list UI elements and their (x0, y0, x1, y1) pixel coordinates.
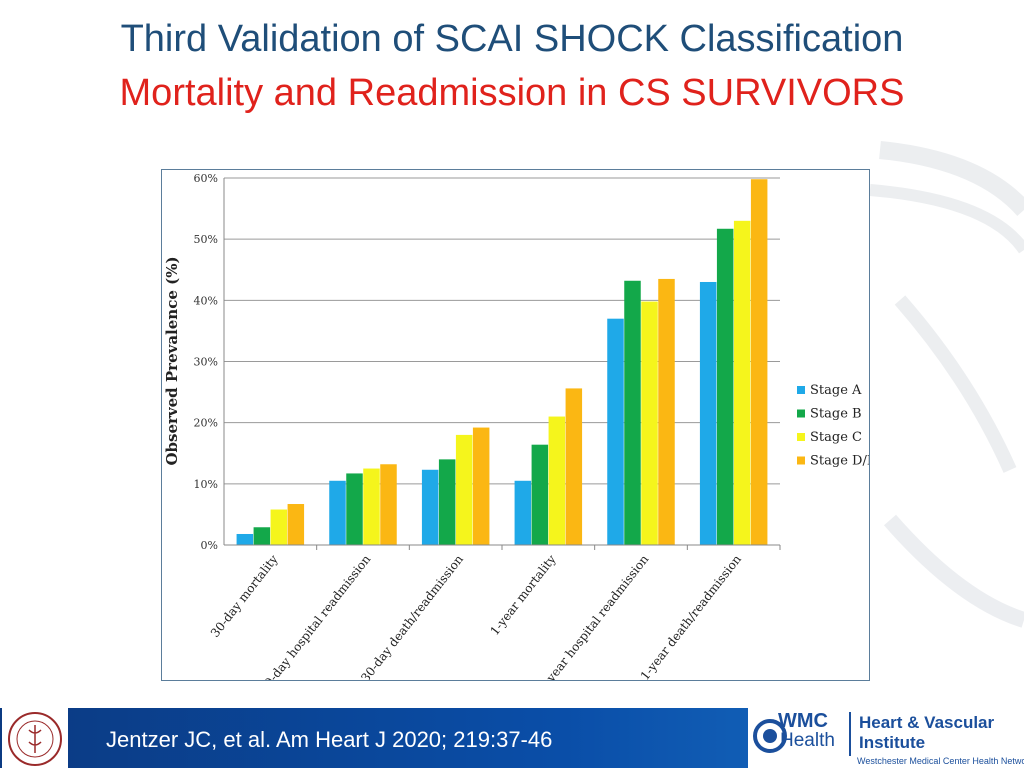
bar-stage-d-e-5 (750, 179, 768, 545)
slide-title: Third Validation of SCAI SHOCK Classific… (120, 18, 904, 60)
bar-stage-b-0 (253, 527, 271, 545)
bar-stage-c-4 (641, 301, 658, 545)
bars (236, 179, 768, 546)
y-tick-label: 40% (194, 294, 218, 307)
bar-chart: 0%10%20%30%40%50%60% 30-day mortality30-… (163, 172, 869, 680)
bar-stage-d-e-1 (380, 464, 397, 545)
bar-stage-d-e-4 (658, 278, 675, 545)
bar-stage-c-3 (548, 416, 566, 545)
y-tick-label: 0% (201, 539, 218, 552)
bar-stage-b-5 (716, 228, 734, 545)
health-logo-text: Health (780, 730, 835, 751)
x-category-label: 30-day mortality (208, 552, 281, 640)
legend-swatch (797, 456, 805, 465)
bar-stage-a-4 (607, 318, 624, 545)
x-category-label: 1-year mortality (487, 552, 558, 638)
bar-stage-a-3 (514, 480, 532, 545)
college-seal (2, 708, 68, 768)
x-category-label: 1-year death/readmission (638, 552, 745, 680)
y-tick-label: 30% (194, 356, 218, 369)
y-axis-title: Observed Prevalence (%) (163, 256, 181, 465)
bar-stage-b-2 (438, 459, 456, 545)
chart-frame: 0% 10% 20% 30% 40% 50% 60% 30-day mortality 30-… (161, 169, 870, 681)
bar-stage-b-4 (624, 280, 641, 545)
y-tick-label: 10% (194, 478, 218, 491)
bar-stage-c-2 (455, 434, 473, 545)
legend-swatch (797, 433, 805, 441)
bar-stage-a-1 (329, 480, 346, 545)
bar-stage-c-1 (363, 468, 380, 545)
citation: Jentzer JC, et al. Am Heart J 2020; 219:… (106, 727, 553, 752)
bar-stage-a-2 (421, 469, 439, 545)
legend-label: Stage A (810, 383, 862, 398)
x-category-label: 30-day hospital readmission (257, 552, 373, 680)
bar-stage-d-e-3 (565, 388, 583, 545)
bar-stage-b-1 (346, 473, 363, 545)
x-category-label: 1-year hospital readmission (537, 552, 652, 680)
bar-stage-a-0 (236, 533, 254, 545)
institute-line-2: Institute (859, 733, 926, 752)
bar-stage-d-e-2 (472, 427, 490, 545)
logo-divider (849, 712, 851, 756)
seal-icon (8, 712, 62, 766)
network-text: Westchester Medical Center Health Networ… (857, 756, 1024, 766)
y-tick-label: 60% (194, 172, 218, 185)
y-tick-label: 50% (194, 233, 218, 246)
gridlines (224, 177, 780, 546)
institute-line-1: Heart & Vascular (859, 713, 995, 732)
bar-stage-d-e-0 (287, 504, 305, 545)
x-category-label: 30-day death/readmission (358, 552, 466, 680)
logo-area (748, 708, 1024, 768)
y-tick-label: 20% (194, 417, 218, 430)
legend-swatch (797, 409, 805, 418)
legend-swatch (797, 386, 805, 394)
slide-subtitle: Mortality and Readmission in CS SURVIVOR… (119, 72, 905, 114)
axes (223, 178, 781, 550)
wmc-logo-icon (753, 719, 787, 753)
bar-stage-c-0 (270, 509, 288, 545)
bar-stage-c-5 (733, 220, 751, 546)
legend: Stage A Stage B Stage C Stage D/E (797, 383, 869, 469)
legend-label: Stage B (810, 407, 862, 422)
legend-label: Stage D/E (810, 454, 869, 469)
legend-label: Stage C (810, 430, 862, 445)
y-tick-labels: 0% 10% 20% 30% 40% 50% 60% (194, 172, 218, 552)
wmc-logo-text: WMC (778, 710, 828, 732)
bar-stage-a-5 (699, 281, 717, 545)
bar-stage-b-3 (531, 444, 549, 545)
